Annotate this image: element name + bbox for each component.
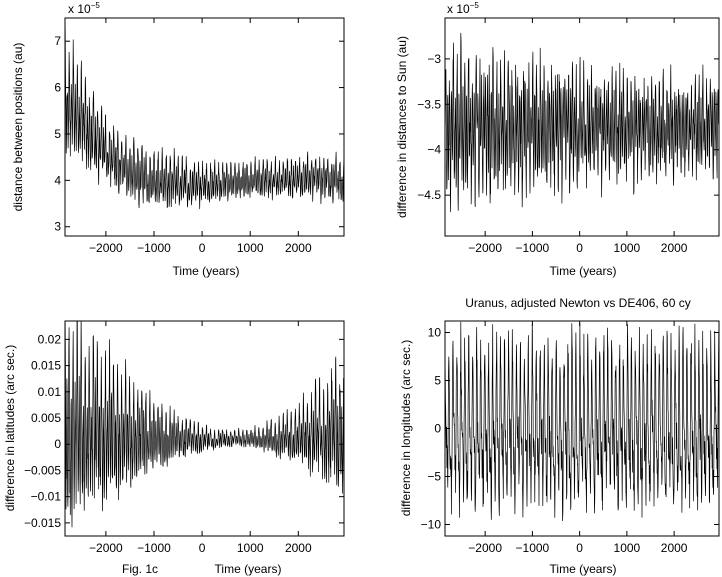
panel-3-yticks: −0.015 −0.01 −0.005 0 0.005 0.01 0.015 0.02 — [24, 332, 344, 530]
x-tick-label: −1000 — [137, 541, 171, 555]
panel-3-xlabel: Time (years) — [215, 562, 282, 576]
x-tick-label: −2000 — [468, 541, 502, 555]
series-line — [65, 321, 344, 528]
x-tick-label: 1000 — [237, 241, 264, 255]
x-tick-label: −1000 — [516, 241, 550, 255]
y-tick-label: 0.01 — [38, 385, 62, 399]
panel-4-xlabel: Time (years) — [550, 562, 617, 576]
x-tick-label: 0 — [576, 541, 583, 555]
figure-caption: Fig. 1c — [122, 562, 158, 576]
x-tick-label: −1000 — [516, 541, 550, 555]
y-tick-label: 5 — [54, 127, 61, 141]
series-line — [445, 32, 719, 213]
series-line — [445, 321, 719, 522]
panel-4-yticks: −10 −5 0 5 10 — [421, 326, 719, 531]
y-tick-label: 0 — [54, 437, 61, 451]
y-tick-label: 0.02 — [38, 332, 62, 346]
y-tick-label: −3.5 — [417, 97, 441, 111]
panel-2-yticks: −4.5 −4 −3.5 −3 — [417, 52, 719, 202]
y-tick-label: −0.005 — [24, 463, 61, 477]
panel-4-ylabel: difference in longitudes (arc sec.) — [399, 340, 413, 517]
y-tick-label: −0.015 — [24, 516, 61, 530]
panel-4-title: Uranus, adjusted Newton vs DE406, 60 cy — [465, 296, 690, 310]
panel-2-xlabel: Time (years) — [550, 264, 617, 278]
x-tick-label: 2000 — [285, 241, 312, 255]
panel-1-ylabel: distance between positions (au) — [11, 43, 25, 212]
x-tick-label: 2000 — [285, 541, 312, 555]
y-tick-label: −0.01 — [31, 490, 62, 504]
y-tick-label: 0.005 — [31, 411, 61, 425]
panel-1-axes-box — [64, 17, 345, 237]
y-tick-label: 10 — [428, 326, 442, 340]
panel-2-axes-box — [444, 17, 720, 237]
y-tick-label: 3 — [54, 220, 61, 234]
panel-4: −10 −5 0 5 10 −2000 −1000 0 1000 2000 Uranus, ad… — [399, 296, 720, 576]
x-tick-label: 2000 — [661, 541, 688, 555]
panel-2-xticks: −2000 −1000 0 1000 2000 — [468, 18, 688, 255]
y-tick-label: 5 — [434, 374, 441, 388]
panel-1-exponent: x 10−5 — [68, 1, 100, 16]
panel-3-trace — [65, 321, 344, 528]
x-tick-label: −1000 — [137, 241, 171, 255]
y-tick-label: −5 — [427, 469, 441, 483]
x-tick-label: −2000 — [89, 241, 123, 255]
y-tick-label: 0.015 — [31, 359, 61, 373]
panel-4-xticks: −2000 −1000 0 1000 2000 — [468, 321, 688, 555]
series-line — [65, 27, 344, 210]
x-tick-label: 0 — [199, 241, 206, 255]
x-tick-label: 2000 — [661, 241, 688, 255]
x-tick-label: 1000 — [614, 241, 641, 255]
x-tick-label: 1000 — [614, 541, 641, 555]
x-tick-label: 0 — [576, 241, 583, 255]
x-tick-label: 1000 — [237, 541, 264, 555]
y-tick-label: 0 — [434, 422, 441, 436]
panel-3-axes-box — [64, 320, 345, 537]
y-tick-label: −10 — [421, 517, 442, 531]
panel-3-xticks: −2000 −1000 0 1000 2000 — [89, 321, 312, 555]
panel-1-xlabel: Time (years) — [173, 264, 240, 278]
y-tick-label: −4 — [427, 143, 441, 157]
x-tick-label: −2000 — [89, 541, 123, 555]
panel-3-ylabel: difference in latitudes (arc sec.) — [3, 345, 17, 512]
panel-2-exponent: x 10−5 — [447, 1, 479, 16]
y-tick-label: −3 — [427, 52, 441, 66]
x-tick-label: −2000 — [468, 241, 502, 255]
y-tick-label: 7 — [54, 34, 61, 48]
panel-2-ylabel: difference in distances to Sun (au) — [395, 36, 409, 218]
panel-2: −4.5−4−3.5−3 −2000 −1000 0 1000 2000 x 10−5 … — [395, 1, 720, 278]
x-tick-label: 0 — [199, 541, 206, 555]
y-tick-label: 6 — [54, 81, 61, 95]
panel-3: −0.015 −0.01 −0.005 0 0.005 0.01 0.015 0.02 −20… — [3, 320, 345, 576]
panel-1-yticks: 3 4 5 6 7 — [54, 34, 344, 234]
panel-1-trace — [65, 27, 344, 210]
y-tick-label: 4 — [54, 173, 61, 187]
panel-4-trace — [445, 321, 719, 522]
panel-1: 3 4 5 6 7 −2000 −1000 0 1000 2000 x 10−5 Time (y… — [11, 1, 345, 278]
y-tick-label: −4.5 — [417, 188, 441, 202]
panel-2-trace — [445, 32, 719, 213]
panel-1-xticks: −2000 −1000 0 1000 2000 — [89, 18, 312, 255]
panel-4-axes-box — [444, 320, 720, 537]
